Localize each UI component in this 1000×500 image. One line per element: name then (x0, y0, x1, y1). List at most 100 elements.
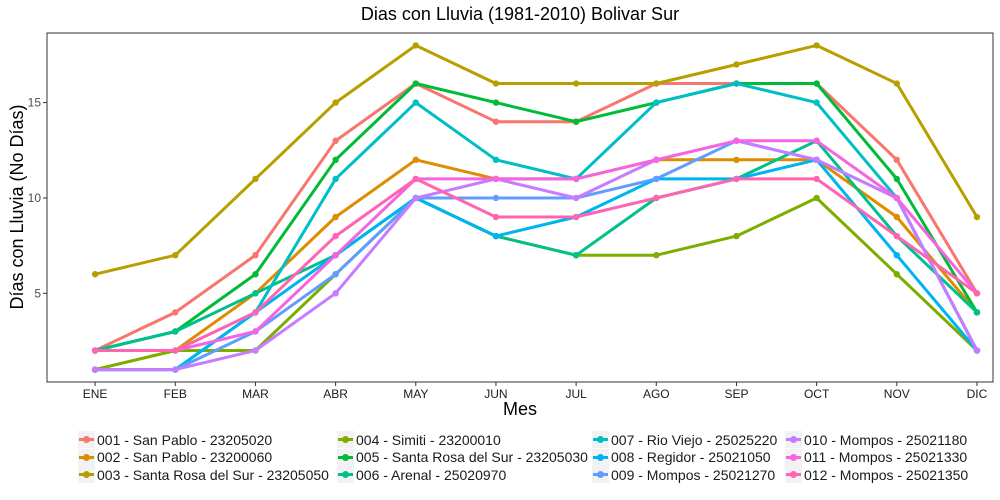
data-point (332, 156, 339, 164)
data-point (893, 156, 900, 164)
data-point (412, 156, 419, 164)
legend-item: 005 - Santa Rosa del Sur - 23205030 (337, 448, 588, 466)
chart-title: Dias con Lluvia (1981-2010) Bolivar Sur (361, 4, 679, 24)
legend-key (78, 466, 95, 483)
data-point (973, 347, 981, 354)
series-line (93, 158, 979, 372)
data-point (653, 251, 660, 259)
data-point (412, 194, 419, 202)
series-line (93, 139, 979, 352)
data-point (893, 175, 900, 183)
legend-key (337, 448, 354, 466)
data-point (893, 232, 900, 240)
legend-label: 012 - Mompos - 25021350 (804, 466, 969, 483)
legend-label: 003 - Santa Rosa del Sur - 23205050 (97, 466, 329, 483)
legend-label: 006 - Arenal - 25020970 (356, 466, 507, 483)
data-point (813, 80, 820, 87)
data-point (332, 271, 339, 278)
data-point (492, 118, 500, 125)
legend-item: 010 - Mompos - 25021180 (785, 431, 967, 448)
x-tick-label: ABR (323, 387, 348, 401)
data-point (412, 99, 419, 106)
series-line (93, 139, 979, 352)
data-point (492, 156, 500, 164)
x-tick-label: OCT (804, 387, 830, 401)
data-point (172, 347, 179, 354)
data-point (813, 99, 820, 106)
data-point (492, 99, 500, 106)
legend-item: 009 - Mompos - 25021270 (592, 466, 775, 483)
x-tick-label: DIC (967, 387, 988, 401)
data-point (572, 118, 580, 125)
data-point (733, 232, 740, 240)
legend-label: 004 - Simiti - 23200010 (356, 431, 501, 448)
data-point (973, 290, 981, 297)
data-point (492, 213, 500, 221)
legend-item: 006 - Arenal - 25020970 (337, 466, 506, 483)
legend-key (785, 466, 802, 483)
series-line (93, 43, 979, 276)
data-point (332, 213, 339, 221)
series-3 (91, 42, 981, 278)
legend-item: 002 - San Pablo - 23200060 (78, 448, 273, 466)
x-tick-label: MAR (242, 387, 269, 401)
data-point (572, 194, 580, 202)
legend-item: 008 - Regidor - 25021050 (592, 448, 771, 466)
data-point (91, 366, 99, 373)
data-point (252, 251, 259, 259)
data-point (252, 347, 259, 354)
data-point (332, 232, 339, 240)
data-point (733, 156, 740, 164)
data-point (572, 213, 580, 221)
series-line (93, 139, 979, 372)
data-point (412, 80, 419, 87)
data-point (653, 80, 660, 87)
y-tick-label: 5 (34, 286, 41, 300)
x-axis-label: Mes (503, 399, 537, 419)
legend-label: 002 - San Pablo - 23200060 (97, 449, 273, 465)
data-point (813, 156, 820, 164)
data-point (252, 290, 259, 297)
legend-item: 011 - Mompos - 25021330 (785, 448, 967, 466)
legend-key (592, 448, 609, 466)
data-point (733, 61, 740, 68)
y-axis: 5 10 15 (28, 96, 47, 300)
data-point (492, 80, 500, 87)
data-point (572, 175, 580, 183)
legend-key (78, 448, 95, 466)
data-point (332, 251, 339, 259)
legend-item: 003 - Santa Rosa del Sur - 23205050 (78, 466, 329, 483)
legend-item: 001 - San Pablo - 23205020 (78, 431, 272, 448)
plot-panel (46, 32, 994, 383)
data-point (572, 80, 580, 87)
data-point (332, 137, 339, 144)
legend-key (785, 448, 802, 466)
data-point (813, 194, 820, 202)
data-point (332, 290, 339, 297)
data-point (172, 366, 179, 373)
data-point (252, 309, 259, 316)
data-point (813, 42, 820, 49)
data-point (332, 175, 339, 183)
data-point (653, 175, 660, 183)
data-point (893, 251, 900, 259)
data-point (492, 232, 500, 240)
x-tick-label: SEP (724, 387, 748, 401)
data-point (733, 175, 740, 183)
data-point (893, 213, 900, 221)
data-point (733, 137, 740, 144)
data-point (492, 175, 500, 183)
series-line (93, 82, 979, 352)
data-point (172, 251, 179, 259)
data-point (91, 271, 99, 278)
y-axis-label: Días con Lluvia (No Días) (7, 104, 27, 309)
data-point (252, 328, 259, 335)
legend-label: 009 - Mompos - 25021270 (611, 466, 776, 483)
legend-key (337, 466, 354, 483)
data-point (332, 99, 339, 106)
data-point (893, 80, 900, 87)
data-point (733, 80, 740, 87)
series-layer (91, 42, 981, 373)
x-tick-label: ENE (83, 387, 108, 401)
